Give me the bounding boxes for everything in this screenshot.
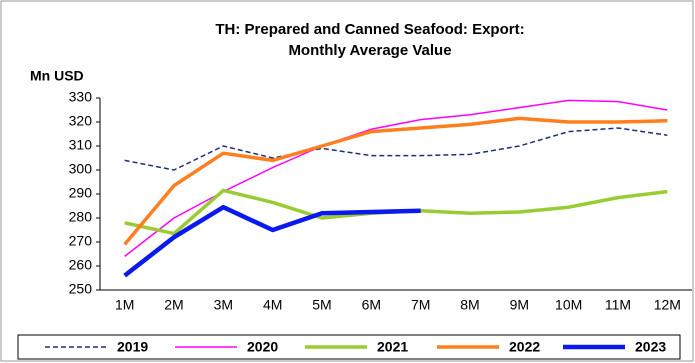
series-line [123, 116, 668, 246]
x-tick-label: 9M [510, 297, 529, 313]
legend-label: 2019 [117, 339, 148, 355]
y-tick-label: 280 [69, 209, 93, 225]
x-tick-label: 1M [115, 297, 134, 313]
x-tick-label: 6M [362, 297, 381, 313]
x-tick-label: 2M [164, 297, 183, 313]
y-tick-label: 310 [69, 137, 93, 153]
chart-title: Monthly Average Value [288, 42, 451, 59]
x-tick-label: 10M [555, 297, 582, 313]
x-tick-label: 3M [214, 297, 233, 313]
x-tick-label: 4M [263, 297, 282, 313]
series-line [123, 204, 421, 278]
chart-title: TH: Prepared and Canned Seafood: Export: [215, 21, 524, 38]
y-axis-label: Mn USD [30, 68, 84, 84]
legend-label: 2021 [377, 339, 408, 355]
series-line [124, 127, 668, 171]
legend-box [17, 334, 681, 360]
legend-label: 2022 [509, 339, 540, 355]
legend-label: 2020 [247, 339, 278, 355]
y-tick-label: 270 [69, 233, 93, 249]
x-tick-label: 5M [312, 297, 331, 313]
x-tick-label: 7M [411, 297, 430, 313]
y-tick-label: 300 [69, 161, 93, 177]
y-tick-label: 330 [69, 89, 93, 105]
legend-label: 2023 [635, 339, 666, 355]
y-tick-label: 290 [69, 185, 93, 201]
x-tick-label: 8M [460, 297, 479, 313]
y-tick-label: 250 [69, 281, 93, 297]
x-tick-label: 12M [654, 297, 681, 313]
x-tick-label: 11M [605, 297, 631, 313]
y-tick-label: 320 [69, 113, 93, 129]
y-tick-label: 260 [69, 257, 93, 273]
